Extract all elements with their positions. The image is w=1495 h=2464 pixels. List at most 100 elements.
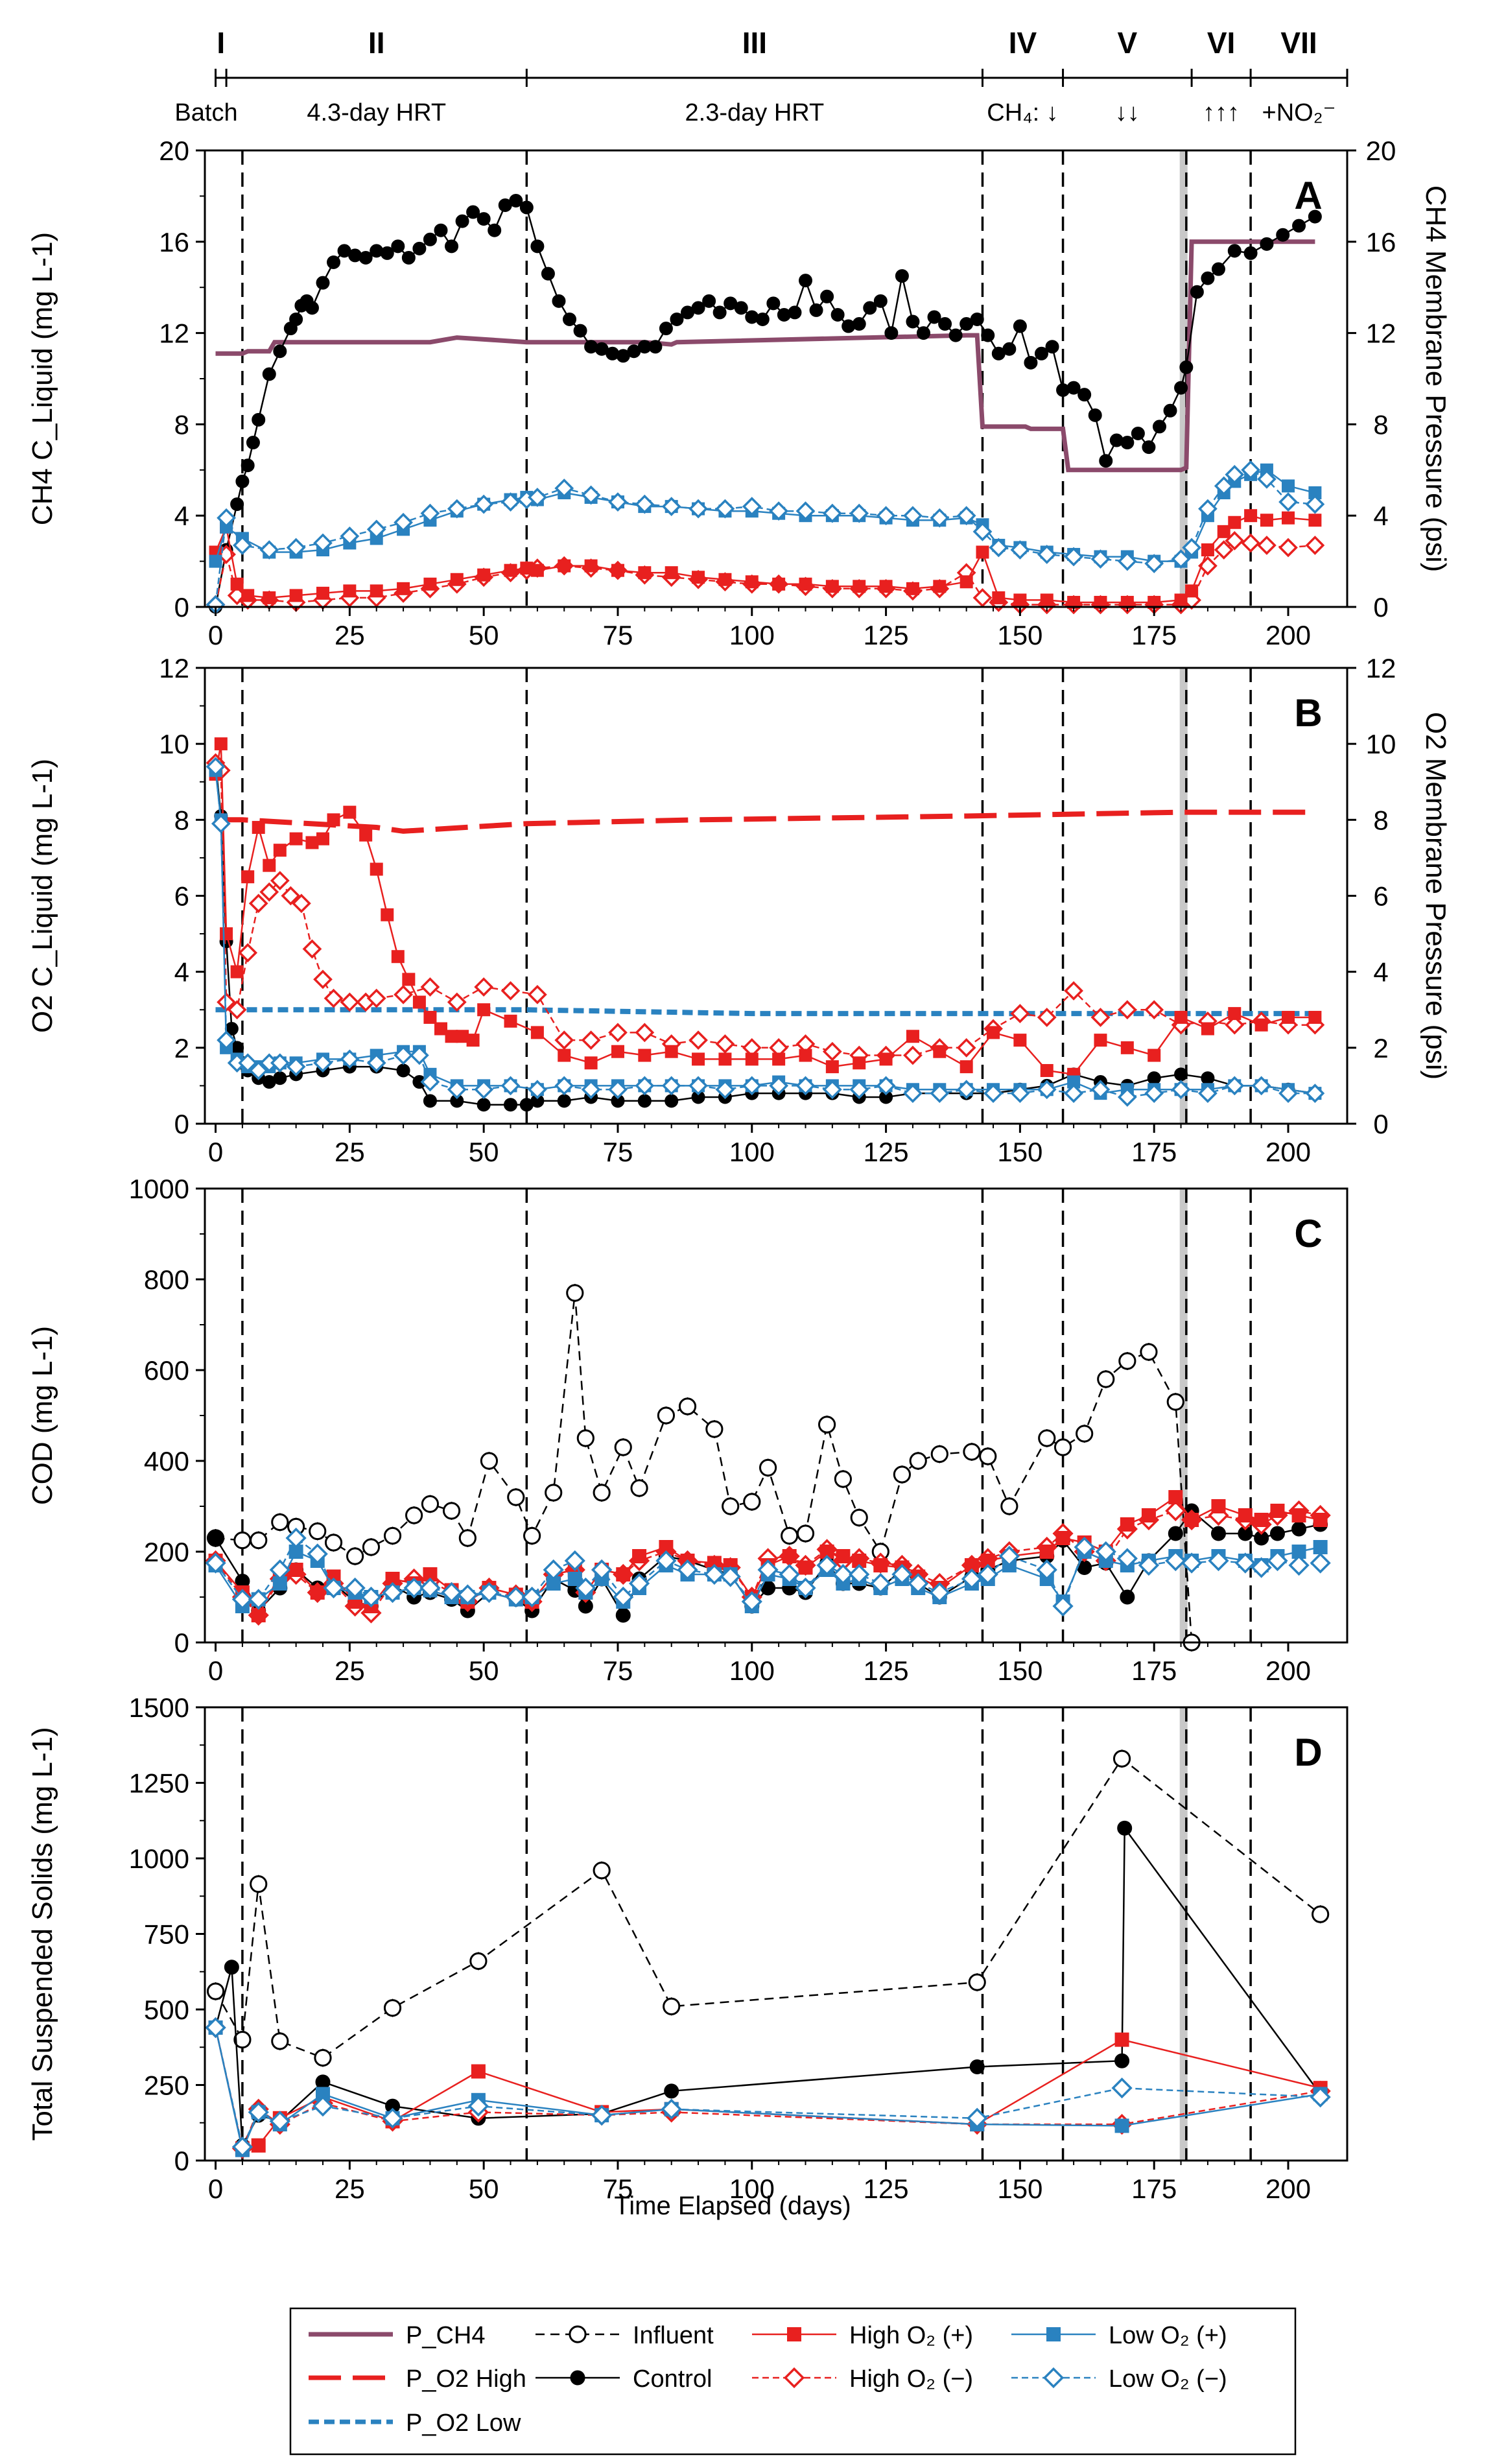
data-point: [252, 821, 265, 835]
data-point: [611, 1045, 624, 1058]
data-point: [712, 305, 727, 320]
data-point: [1243, 246, 1258, 260]
data-point: [665, 566, 678, 580]
data-point: [1013, 1034, 1027, 1047]
data-point: [1148, 1048, 1161, 1062]
data-point: [798, 274, 812, 288]
series-influent: [206, 1284, 1201, 1652]
data-point: [346, 1547, 364, 1565]
legend-item-po2_low: P_O2 Low: [309, 2410, 521, 2437]
data-point: [691, 301, 705, 315]
data-point: [382, 1581, 403, 1604]
data-point: [799, 577, 812, 591]
data-point: [224, 1960, 239, 1975]
data-point: [1165, 1500, 1186, 1522]
data-point: [558, 1048, 571, 1062]
data-point: [1094, 1034, 1107, 1047]
data-point: [818, 1416, 836, 1434]
x-tick-label: 150: [997, 2174, 1042, 2204]
data-point: [1228, 1007, 1242, 1021]
data-point: [269, 2111, 290, 2132]
data-point: [575, 1577, 596, 1599]
data-point: [1099, 454, 1113, 468]
data-point: [1198, 1084, 1218, 1104]
legend-item-influent: Influent: [536, 2322, 714, 2349]
data-point: [309, 1522, 327, 1541]
data-point: [423, 232, 437, 246]
data-point: [1174, 1067, 1188, 1082]
data-point: [998, 1545, 1020, 1567]
data-point: [1111, 2078, 1133, 2099]
y-tick-label: 600: [144, 1355, 189, 1386]
data-point: [1257, 536, 1277, 555]
data-point: [820, 289, 834, 303]
data-point: [259, 882, 279, 902]
data-point: [504, 1098, 518, 1112]
data-point: [420, 1072, 440, 1092]
panel-letter: C: [1294, 1212, 1322, 1255]
data-point: [1282, 479, 1295, 493]
data-point: [391, 239, 405, 254]
data-point: [1208, 1550, 1229, 1572]
phase-label: +NO₂⁻: [1262, 99, 1336, 126]
data-point: [616, 1567, 631, 1581]
data-point: [689, 1030, 708, 1050]
x-tick-label: 50: [469, 1655, 499, 1686]
data-point: [1291, 1545, 1306, 1559]
y-tick-label: 800: [144, 1264, 189, 1295]
data-point: [405, 1506, 423, 1524]
data-point: [903, 1084, 923, 1104]
x-tick-label: 175: [1131, 1655, 1177, 1686]
data-point: [581, 485, 601, 505]
data-point: [772, 577, 786, 591]
data-point: [782, 1549, 797, 1563]
data-point: [340, 992, 360, 1012]
data-point: [557, 1094, 571, 1108]
data-point: [948, 328, 963, 342]
phase-numeral: IV: [1009, 26, 1037, 60]
data-point: [1166, 1393, 1184, 1411]
data-point: [327, 813, 340, 827]
x-tick-label: 150: [997, 620, 1042, 650]
data-point: [956, 1037, 976, 1058]
data-point: [1131, 426, 1145, 440]
data-point: [1117, 1087, 1137, 1107]
x-tick-label: 175: [1131, 2174, 1177, 2204]
x-tick-label: 125: [864, 1137, 909, 1167]
y-tick-label: 0: [174, 2146, 189, 2176]
data-point: [233, 2031, 252, 2049]
data-point: [467, 2096, 489, 2117]
data-point: [312, 2096, 334, 2117]
data-point: [1036, 1559, 1057, 1581]
data-point: [870, 1572, 891, 1594]
data-point: [981, 328, 995, 342]
data-point: [630, 1479, 648, 1497]
data-point: [220, 927, 233, 941]
data-point: [741, 1591, 762, 1613]
data-point: [895, 269, 909, 283]
x-tick-label: 25: [335, 1137, 365, 1167]
data-point: [819, 1545, 834, 1559]
data-point: [909, 1452, 927, 1470]
series-line: [215, 469, 1315, 605]
y-tick-label: 12: [159, 318, 189, 349]
data-point: [477, 1003, 491, 1017]
data-point: [1270, 1504, 1285, 1518]
data-point: [849, 503, 869, 523]
legend-item-pch4: P_CH4: [309, 2322, 486, 2349]
y-right-tick-label: 2: [1373, 1033, 1388, 1063]
data-point: [567, 1572, 582, 1586]
data-point: [248, 894, 268, 914]
data-point: [1147, 1071, 1161, 1085]
data-point: [305, 301, 319, 315]
data-point: [288, 1563, 303, 1577]
data-point: [205, 2017, 226, 2039]
y-right-tick-label: 4: [1373, 957, 1388, 988]
data-point: [593, 1484, 611, 1502]
data-point: [663, 1997, 681, 2015]
legend-item-high_pos: High O₂ (+): [752, 2322, 973, 2349]
legend-label: High O₂ (−): [849, 2365, 973, 2393]
series-high_pos: [209, 737, 1322, 1081]
data-point: [665, 1045, 678, 1058]
